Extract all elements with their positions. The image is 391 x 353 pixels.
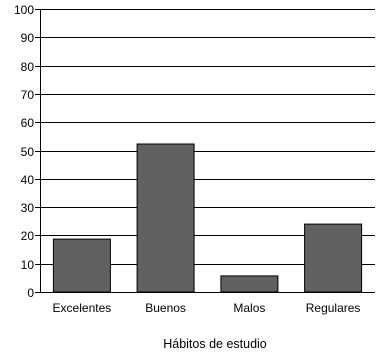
x-tick-label-malos: Malos	[233, 301, 265, 315]
y-tick-label-60: 60	[21, 116, 35, 130]
y-tick-label-30: 30	[21, 201, 35, 215]
bar-regulares	[304, 223, 363, 293]
y-tick-label-100: 100	[14, 3, 34, 17]
bar-malos	[220, 275, 279, 293]
x-tick-labels: Excelentes Buenos Malos Regulares	[53, 301, 361, 315]
x-tick-label-regulares: Regulares	[306, 301, 361, 315]
x-axis-title: Hábitos de estudio	[163, 337, 267, 351]
bar-excelentes	[52, 238, 111, 293]
y-tick-label-20: 20	[21, 229, 35, 243]
y-tick-label-10: 10	[21, 258, 35, 272]
y-tick-label-50: 50	[21, 145, 35, 159]
bars	[52, 143, 363, 293]
y-tick-label-70: 70	[21, 88, 35, 102]
y-tick-label-80: 80	[21, 60, 35, 74]
x-tick-label-excelentes: Excelentes	[53, 301, 112, 315]
axes	[35, 9, 375, 293]
x-tick-label-buenos: Buenos	[145, 301, 186, 315]
y-tick-label-40: 40	[21, 173, 35, 187]
y-tick-label-0: 0	[27, 286, 34, 300]
grid-lines	[40, 9, 375, 265]
y-tick-labels: 0 10 20 30 40 50 60 70 80 90 100	[14, 3, 34, 300]
bar-buenos	[136, 143, 195, 293]
y-tick-label-90: 90	[21, 31, 35, 45]
